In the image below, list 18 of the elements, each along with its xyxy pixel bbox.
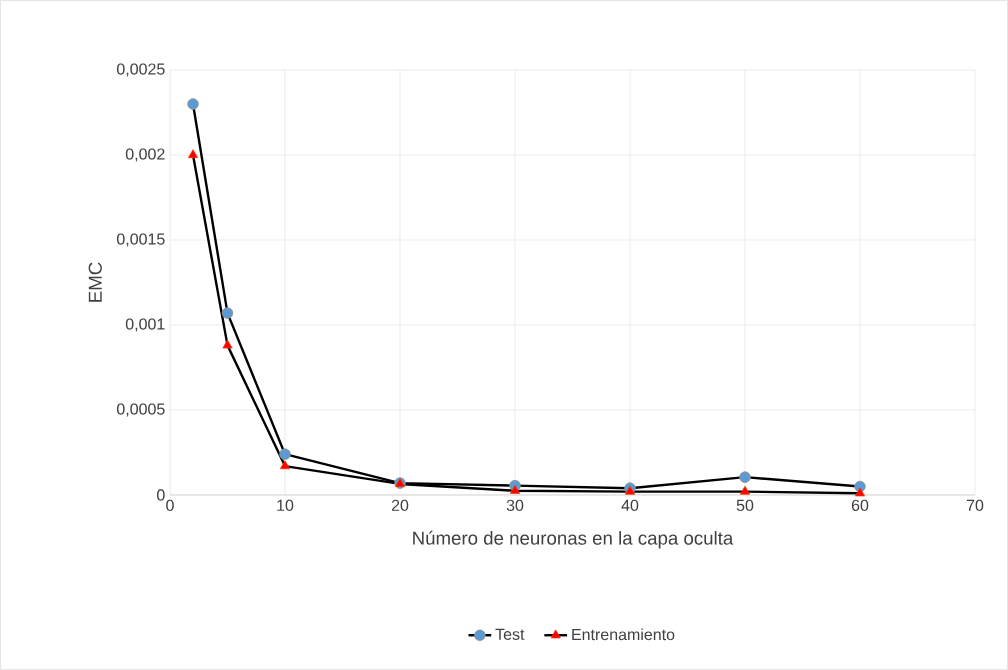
x-tick-label: 40 [621,499,639,512]
x-tick-label: 60 [851,499,869,512]
y-tick-label: 0,001 [125,318,165,332]
x-tick-label: 0 [166,499,174,512]
y-tick-label: 0,0025 [116,63,165,77]
y-tick-label: 0,0005 [116,403,165,417]
legend-label: Test [495,628,525,640]
y-tick-label: 0,002 [125,148,165,162]
legend-label: Entrenamiento [572,628,675,641]
y-tick-label: 0 [157,489,165,501]
x-tick-label: 20 [391,499,409,512]
x-tick-label: 10 [277,499,294,512]
x-axis-title: Número de neuronas en la capa oculta [413,530,734,549]
x-tick-label: 30 [506,499,524,512]
y-axis-title: EMC [88,262,102,302]
y-tick-label: 0,0015 [116,233,165,247]
x-tick-label: 50 [736,499,754,512]
x-tick-label: 70 [966,499,984,512]
